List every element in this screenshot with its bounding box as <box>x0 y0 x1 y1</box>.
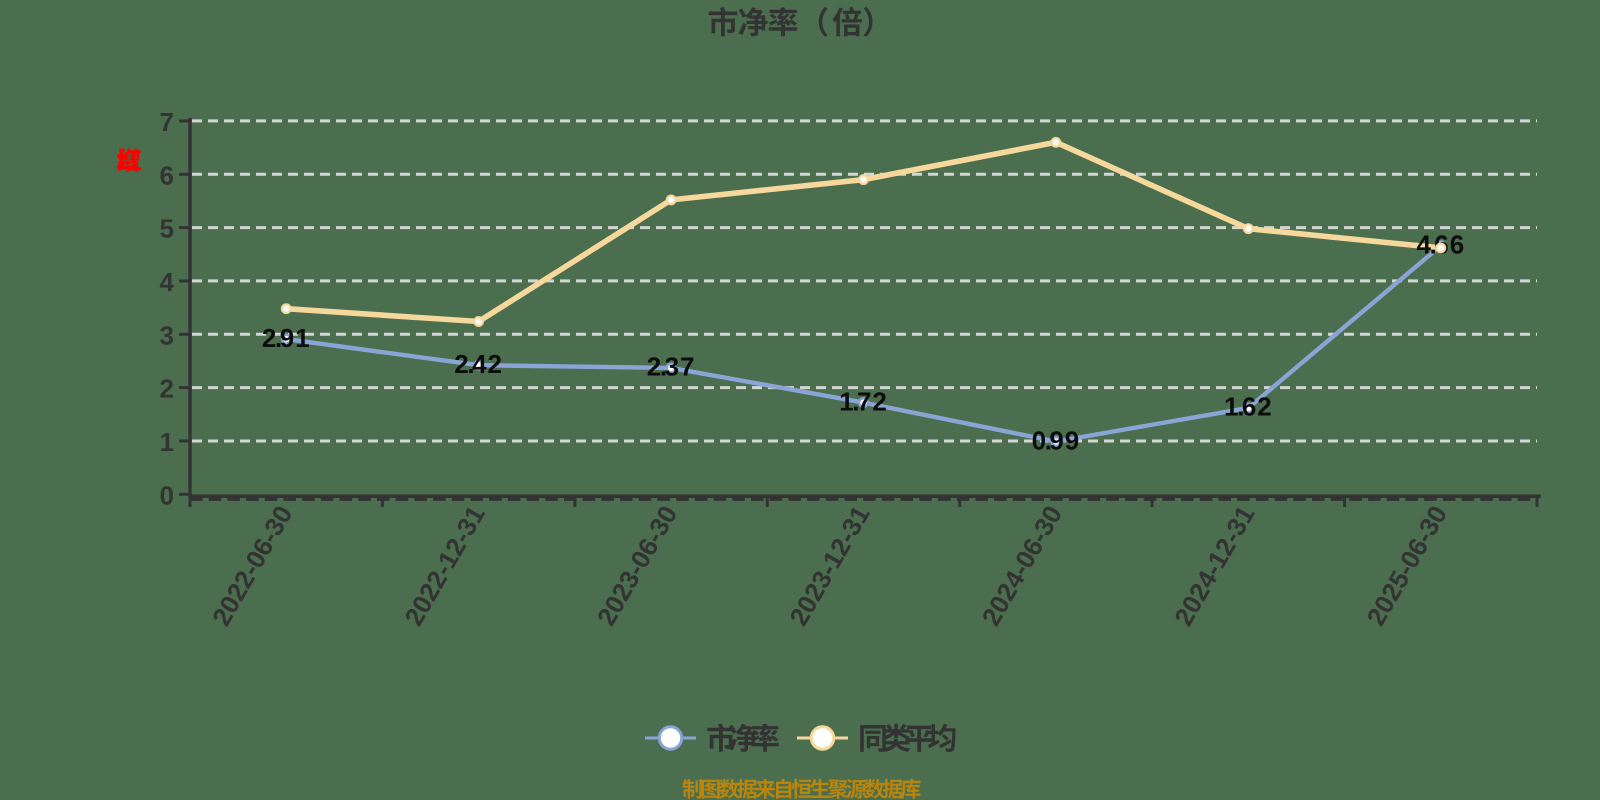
svg-text:4: 4 <box>160 267 175 297</box>
svg-text:6: 6 <box>160 160 174 190</box>
svg-text:1: 1 <box>160 427 174 457</box>
svg-text:1.62: 1.62 <box>1224 392 1272 422</box>
svg-text:2.91: 2.91 <box>262 323 310 353</box>
svg-text:0: 0 <box>160 480 174 510</box>
svg-text:5: 5 <box>160 214 174 244</box>
svg-text:7: 7 <box>160 107 174 137</box>
svg-text:2.42: 2.42 <box>454 349 502 379</box>
svg-text:2: 2 <box>160 374 174 404</box>
svg-text:2.37: 2.37 <box>647 352 695 382</box>
svg-text:3: 3 <box>160 320 174 350</box>
svg-text:1.72: 1.72 <box>839 386 887 416</box>
svg-text:0.99: 0.99 <box>1032 425 1080 455</box>
